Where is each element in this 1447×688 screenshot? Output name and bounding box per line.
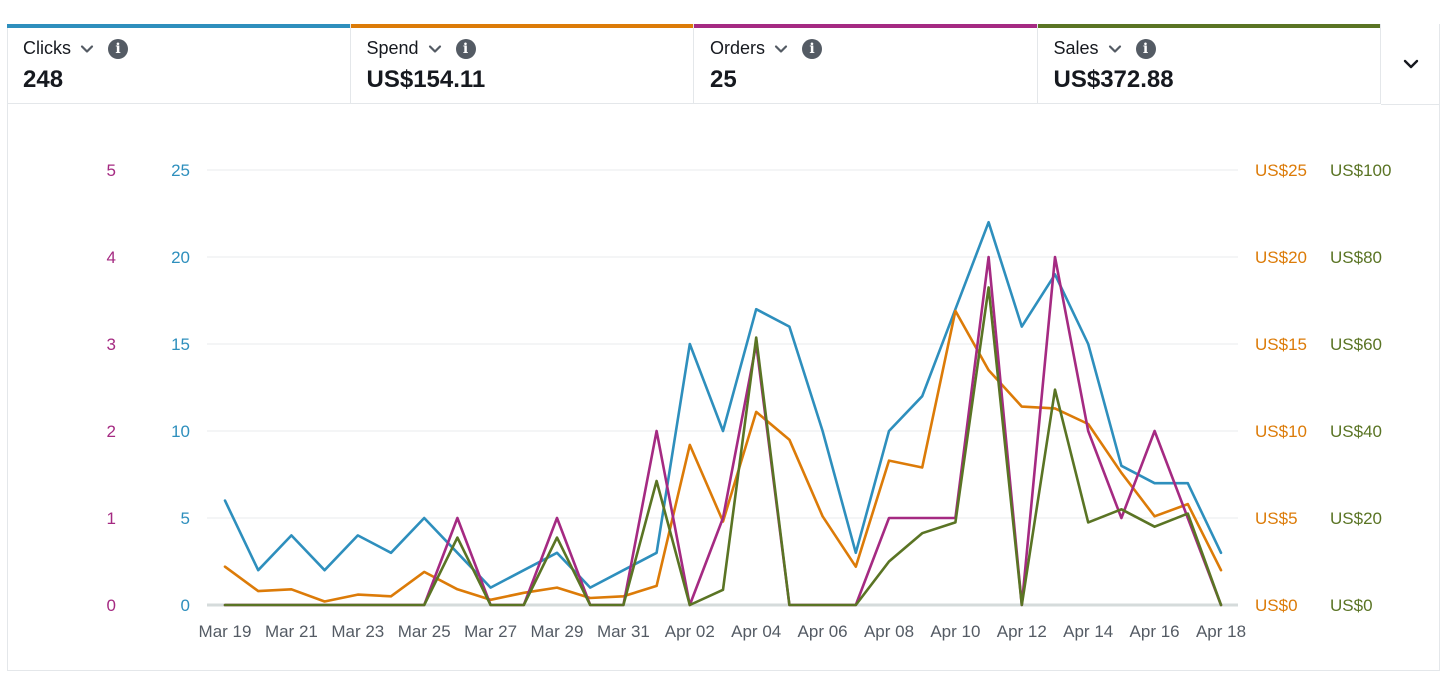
y-tick-label-orders: 1 (107, 509, 116, 528)
series-line-clicks (223, 220, 1223, 589)
y-tick-label-clicks: 5 (181, 509, 190, 528)
x-tick-label: Apr 14 (1063, 622, 1113, 641)
metric-label: Sales (1053, 38, 1099, 58)
metric-selector-row: Clicks i 248 Spend i US$154.11 Orders i 25 Sales i… (7, 24, 1381, 105)
x-tick-label: Mar 23 (331, 622, 384, 641)
info-icon[interactable]: i (1135, 38, 1156, 59)
metric-label: Clicks (23, 38, 71, 58)
y-tick-label-sales: US$80 (1330, 248, 1382, 267)
info-icon[interactable]: i (108, 38, 128, 59)
x-tick-label: Apr 04 (731, 622, 781, 641)
y-tick-label-spend: US$10 (1255, 422, 1307, 441)
metric-color-bar (694, 24, 1037, 28)
metric-card-orders[interactable]: Orders i 25 (694, 24, 1038, 104)
y-tick-label-orders: 2 (107, 422, 116, 441)
y-tick-label-orders: 3 (107, 335, 116, 354)
y-tick-label-orders: 5 (107, 161, 116, 180)
metric-value: US$372.88 (1053, 66, 1174, 93)
x-tick-label: Mar 31 (597, 622, 650, 641)
y-tick-label-sales: US$100 (1330, 161, 1391, 180)
x-tick-label: Mar 19 (199, 622, 252, 641)
metric-color-bar (1037, 24, 1380, 28)
y-tick-label-spend: US$5 (1255, 509, 1298, 528)
x-tick-label: Mar 27 (464, 622, 517, 641)
y-tick-label-clicks: 25 (171, 161, 190, 180)
x-tick-label: Apr 08 (864, 622, 914, 641)
metric-card-spend[interactable]: Spend i US$154.11 (350, 24, 694, 104)
metric-label-row[interactable]: Clicks i (23, 38, 128, 59)
metric-label-row[interactable]: Sales i (1054, 38, 1156, 59)
metric-label-row[interactable]: Spend i (367, 38, 476, 59)
x-tick-label: Mar 21 (265, 622, 318, 641)
metric-card-clicks[interactable]: Clicks i 248 (7, 24, 351, 104)
info-icon[interactable]: i (802, 38, 823, 59)
x-tick-label: Apr 10 (930, 622, 980, 641)
y-tick-label-sales: US$20 (1330, 509, 1382, 528)
y-tick-label-spend: US$25 (1255, 161, 1307, 180)
x-tick-label: Apr 02 (665, 622, 715, 641)
metric-label: Orders (710, 38, 766, 58)
y-tick-label-sales: US$40 (1330, 422, 1382, 441)
x-tick-label: Apr 16 (1130, 622, 1180, 641)
metric-label-row[interactable]: Orders i (710, 38, 823, 59)
y-tick-label-clicks: 20 (171, 248, 190, 267)
chevron-down-icon (1403, 59, 1418, 69)
y-tick-label-spend: US$15 (1255, 335, 1307, 354)
chevron-down-icon[interactable] (774, 42, 788, 56)
x-tick-label: Apr 18 (1196, 622, 1246, 641)
chevron-down-icon[interactable] (428, 42, 442, 56)
y-tick-label-spend: US$20 (1255, 248, 1307, 267)
x-tick-label: Apr 06 (798, 622, 848, 641)
metric-color-bar (350, 24, 693, 28)
x-tick-label: Mar 25 (398, 622, 451, 641)
expand-metrics-button[interactable] (1381, 24, 1440, 105)
chevron-down-icon[interactable] (80, 42, 94, 56)
metric-label: Spend (366, 38, 419, 58)
metric-card-sales[interactable]: Sales i US$372.88 (1037, 24, 1381, 104)
y-tick-label-clicks: 10 (171, 422, 190, 441)
y-tick-label-spend: US$0 (1255, 596, 1298, 615)
metric-value: US$154.11 (366, 66, 486, 93)
metric-value: 248 (23, 66, 64, 93)
y-tick-label-sales: US$60 (1330, 335, 1382, 354)
y-tick-label-orders: 4 (107, 248, 116, 267)
series-line-sales (223, 286, 1223, 607)
metric-color-bar (7, 24, 350, 28)
info-icon[interactable]: i (455, 38, 476, 59)
y-tick-label-clicks: 15 (171, 335, 190, 354)
x-tick-label: Mar 29 (531, 622, 584, 641)
y-tick-label-sales: US$0 (1330, 596, 1373, 615)
y-tick-label-orders: 0 (107, 596, 116, 615)
metric-value: 25 (710, 66, 737, 93)
x-tick-label: Apr 12 (997, 622, 1047, 641)
chevron-down-icon[interactable] (1108, 42, 1122, 56)
chart-panel (7, 24, 1440, 671)
y-tick-label-clicks: 0 (181, 596, 190, 615)
